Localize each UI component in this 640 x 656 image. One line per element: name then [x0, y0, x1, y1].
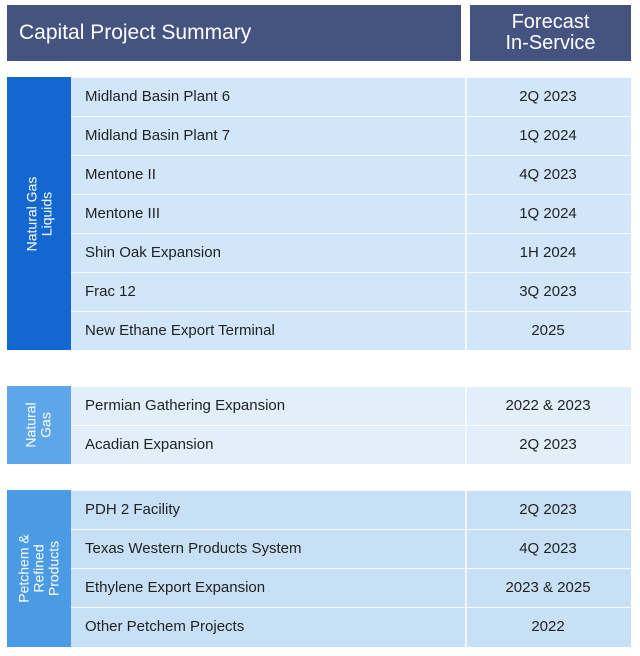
project-name: Permian Gathering Expansion: [85, 397, 286, 414]
in-service-date: 2022 & 2023: [505, 397, 591, 414]
table-title: Capital Project Summary: [19, 21, 252, 44]
table-row: Acadian Expansion 2Q 2023: [71, 425, 631, 463]
table-row: Texas Western Products System 4Q 2023: [71, 529, 631, 567]
group-label-line: Products: [45, 540, 62, 597]
in-service-date: 2023 & 2025: [505, 579, 591, 596]
forecast-header-line1: Forecast: [511, 11, 590, 33]
forecast-header-line2: In-Service: [505, 32, 596, 54]
table-row: Shin Oak Expansion 1H 2024: [71, 233, 631, 271]
group-label-petchem-refined-products: Petchem & Refined Products: [7, 490, 71, 647]
group-label-line: Petchem &: [15, 534, 32, 603]
group-label-line: Natural Gas: [23, 176, 40, 251]
in-service-date: 2022: [531, 618, 565, 635]
table-row: PDH 2 Facility 2Q 2023: [71, 490, 631, 528]
project-name: Midland Basin Plant 7: [85, 127, 231, 144]
table-row: New Ethane Export Terminal 2025: [71, 311, 631, 349]
in-service-date: 1Q 2024: [519, 205, 577, 222]
table-row: Ethylene Export Expansion 2023 & 2025: [71, 568, 631, 606]
project-name: Ethylene Export Expansion: [85, 579, 266, 596]
project-name: Midland Basin Plant 6: [85, 88, 231, 105]
forecast-column-header: Forecast In-Service: [470, 5, 631, 61]
table-row: Frac 12 3Q 2023: [71, 272, 631, 310]
group-label-line: Gas: [37, 412, 54, 438]
in-service-date: 2Q 2023: [519, 88, 577, 105]
group-label-natural-gas: Natural Gas: [7, 386, 71, 464]
group-petchem-refined-products: Petchem & Refined Products PDH 2 Facilit…: [7, 490, 631, 647]
in-service-date: 3Q 2023: [519, 283, 577, 300]
project-name: Frac 12: [85, 283, 136, 300]
in-service-date: 2Q 2023: [519, 436, 577, 453]
in-service-date: 2025: [531, 322, 565, 339]
in-service-date: 1H 2024: [519, 244, 577, 261]
in-service-date: 2Q 2023: [519, 501, 577, 518]
table-row: Midland Basin Plant 6 2Q 2023: [71, 77, 631, 115]
project-name: PDH 2 Facility: [85, 501, 181, 518]
group-natural-gas-liquids: Natural Gas Liquids Midland Basin Plant …: [7, 77, 631, 350]
group-label-natural-gas-liquids: Natural Gas Liquids: [7, 77, 71, 350]
table-title-header: Capital Project Summary: [7, 5, 461, 61]
group-label-line: Liquids: [38, 191, 55, 236]
column-divider: [465, 77, 467, 350]
in-service-date: 4Q 2023: [519, 166, 577, 183]
table-row: Mentone III 1Q 2024: [71, 194, 631, 232]
project-name: Shin Oak Expansion: [85, 244, 221, 261]
in-service-date: 4Q 2023: [519, 540, 577, 557]
group-natural-gas: Natural Gas Permian Gathering Expansion …: [7, 386, 631, 464]
table-row: Permian Gathering Expansion 2022 & 2023: [71, 386, 631, 424]
project-name: Other Petchem Projects: [85, 618, 245, 635]
in-service-date: 1Q 2024: [519, 127, 577, 144]
table-row: Mentone II 4Q 2023: [71, 155, 631, 193]
group-label-line: Refined: [30, 544, 47, 593]
table-row: Midland Basin Plant 7 1Q 2024: [71, 116, 631, 154]
table-row: Other Petchem Projects 2022: [71, 607, 631, 645]
project-name: Acadian Expansion: [85, 436, 214, 453]
project-name: Mentone II: [85, 166, 156, 183]
project-name: New Ethane Export Terminal: [85, 322, 275, 339]
project-name: Texas Western Products System: [85, 540, 302, 557]
project-name: Mentone III: [85, 205, 161, 222]
